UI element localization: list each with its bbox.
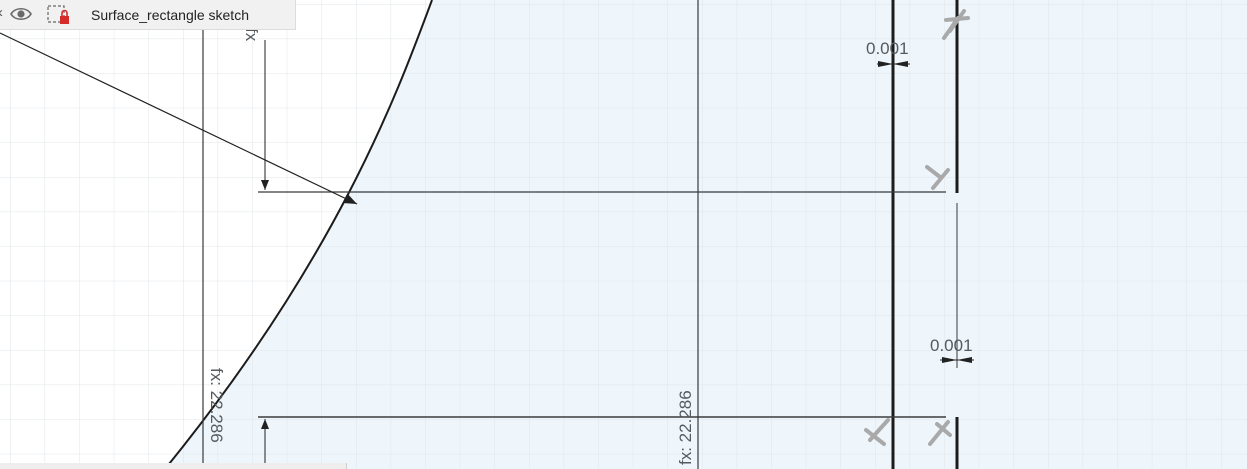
perpendicular-constraint-icon-lower-left[interactable] (864, 418, 890, 446)
dimension-top-gap[interactable]: 0.001 (866, 39, 909, 58)
leader-line[interactable] (0, 32, 358, 205)
browser-node-name[interactable]: Surface_rectangle sketch (91, 7, 249, 23)
dimension-gap-top-arrow-left (878, 61, 893, 67)
dimension-gap-top-arrow-right (893, 61, 908, 67)
dimension-top-partial[interactable]: fx (242, 28, 261, 42)
collapse-chevron-icon[interactable]: ‹ (0, 4, 3, 21)
visibility-eye-icon[interactable] (10, 5, 32, 28)
dimension-gap-middle-arrow-left (942, 357, 957, 363)
bottom-status-strip (0, 463, 347, 469)
sketch-arc[interactable] (164, 0, 433, 469)
browser-node-row[interactable]: ‹ Surface_rectangle sketch (0, 0, 296, 30)
dimension-middle-gap[interactable]: 0.001 (930, 336, 973, 355)
dimension-vertical-center[interactable]: fx: 22.286 (676, 390, 695, 465)
sketch-locked-icon[interactable] (46, 3, 72, 32)
dimension-vertical-left[interactable]: fx: 22.286 (207, 368, 226, 443)
dimension-gap-middle-arrow-right (957, 357, 972, 363)
perpendicular-constraint-icon-lower-right[interactable] (928, 420, 952, 446)
parallel-constraint-icon[interactable] (942, 9, 970, 40)
perpendicular-constraint-icon-upper[interactable] (925, 165, 950, 190)
